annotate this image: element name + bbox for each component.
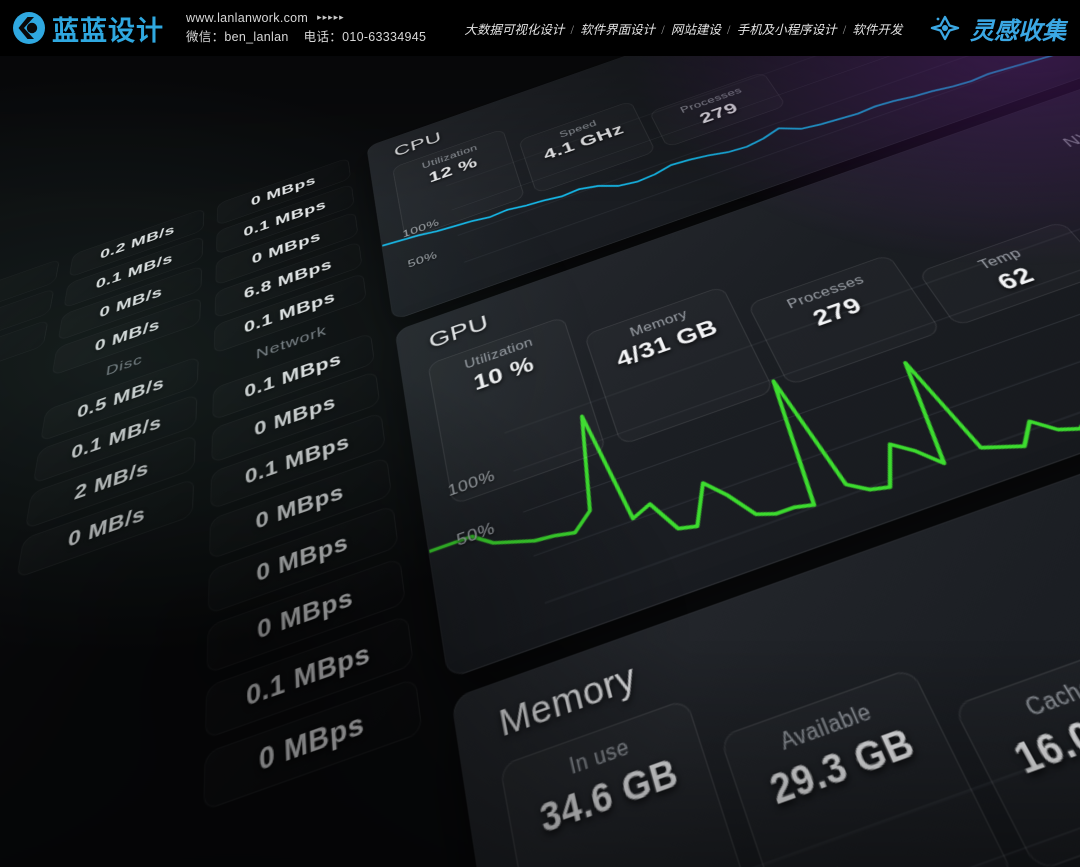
- dashboard-board: 2.2 GB 508 MB 5 MB 0.2 MB/s 0.1 MB/s 0 M…: [0, 56, 1080, 867]
- memory-stat-value: 16.0 GB: [1006, 688, 1080, 784]
- service-sep: /: [661, 22, 665, 37]
- service-sep: /: [570, 22, 574, 37]
- service-sep: /: [726, 22, 731, 37]
- memory-stat-available[interactable]: Available 29.3 GB: [718, 667, 1017, 867]
- service-item-2: 网站建设: [670, 22, 721, 37]
- brand-logo-text: 蓝蓝设计: [52, 15, 164, 47]
- services-list: 大数据可视化设计 / 软件界面设计 / 网站建设 / 手机及小程序设计 / 软件…: [464, 19, 902, 38]
- contact-block: www.lanlanwork.com ▸▸▸▸▸ 微信：ben_lanlan 电…: [186, 9, 426, 48]
- service-item-1: 软件界面设计: [580, 22, 656, 37]
- website-url: www.lanlanwork.com: [186, 10, 309, 25]
- gpu-vendor: NVIDIA RTX: [1059, 101, 1080, 151]
- memory-stat-cached[interactable]: Cached 16.0 GB: [952, 634, 1080, 867]
- promo-banner: 蓝蓝设计 www.lanlanwork.com ▸▸▸▸▸ 微信：ben_lan…: [0, 0, 1080, 56]
- dashboard-scene: 2.2 GB 508 MB 5 MB 0.2 MB/s 0.1 MB/s 0 M…: [0, 56, 1080, 867]
- service-item-3: 手机及小程序设计: [736, 22, 837, 37]
- memory-stat-inuse[interactable]: In use 34.6 GB: [499, 698, 774, 867]
- memory-title: Memory: [495, 656, 642, 746]
- memory-stat-value: 34.6 GB: [536, 750, 684, 842]
- memory-stat-key: Cached: [1021, 670, 1080, 722]
- lanlan-logo-icon: [12, 11, 46, 45]
- inspiration-brand-text: 灵感收集: [970, 15, 1066, 45]
- phone-label: 电话：010-63334945: [303, 30, 427, 44]
- memory-stat-key: In use: [567, 735, 632, 780]
- memory-chart: [487, 499, 1080, 867]
- network-value: 0 MBps: [258, 707, 366, 779]
- hardware-column: CPU AMD Utilization 12 % Speed 4.1 GHz P…: [366, 56, 1080, 867]
- service-item-4: 软件开发: [852, 22, 903, 37]
- memory-stat-key: Available: [777, 700, 876, 756]
- service-sep: /: [842, 22, 847, 37]
- disc-network-pair: 2.2 GB 508 MB 5 MB 0.2 MB/s 0.1 MB/s 0 M…: [0, 157, 423, 867]
- service-item-0: 大数据可视化设计: [464, 22, 565, 37]
- memory-stats: In use 34.6 GB Available 29.3 GB Cached …: [499, 480, 1080, 867]
- brand-logo: 蓝蓝设计: [12, 9, 164, 48]
- inspiration-brand: 灵感收集: [929, 11, 1066, 46]
- arrow-marks-icon: ▸▸▸▸▸: [317, 12, 345, 23]
- inspiration-star-icon: [929, 12, 961, 44]
- memory-stat-value: 29.3 GB: [764, 720, 922, 814]
- network-value: 0 MBps: [256, 583, 355, 646]
- wechat-label: 微信：ben_lanlan: [186, 30, 289, 44]
- storage-row[interactable]: 5 MB: [0, 319, 49, 413]
